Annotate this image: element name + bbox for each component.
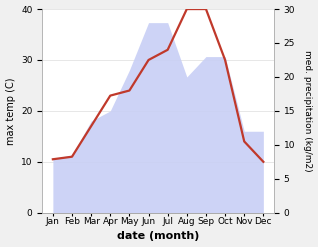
X-axis label: date (month): date (month) xyxy=(117,231,199,242)
Y-axis label: med. precipitation (kg/m2): med. precipitation (kg/m2) xyxy=(303,50,313,172)
Y-axis label: max temp (C): max temp (C) xyxy=(5,77,16,145)
